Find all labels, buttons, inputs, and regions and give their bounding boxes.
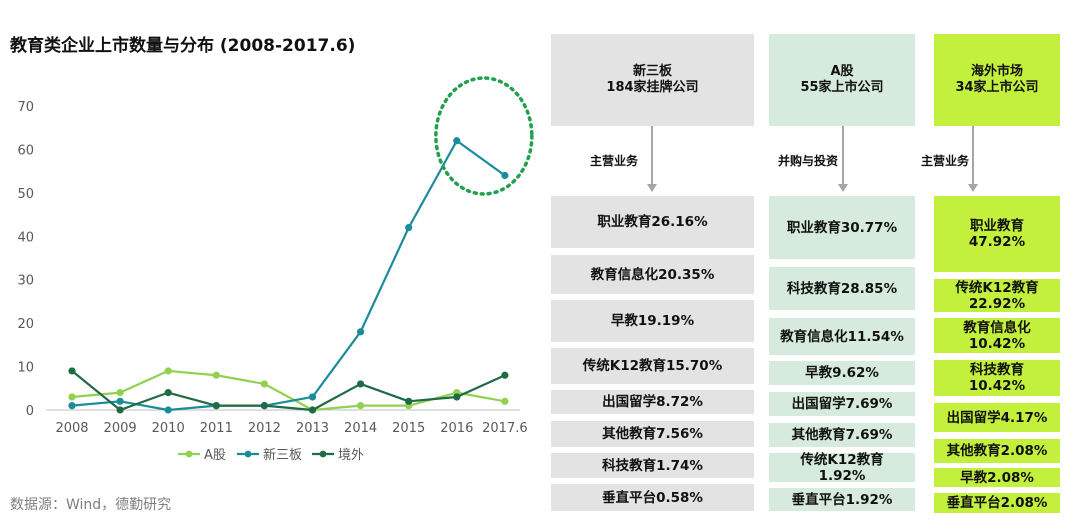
share-box: 教育信息化20.35% <box>551 255 754 294</box>
legend-label: A股 <box>204 448 226 463</box>
series-line-1 <box>71 139 506 412</box>
data-point <box>357 380 365 388</box>
data-point <box>260 380 268 388</box>
legend-marker <box>244 450 252 458</box>
column-header-title: A股 <box>830 64 854 79</box>
data-point <box>260 402 268 410</box>
y-tick-label: 10 <box>17 361 34 376</box>
data-source: 数据源：Wind，德勤研究 <box>10 497 172 513</box>
column-header-count: 34家上市公司 <box>955 80 1039 95</box>
data-point <box>116 406 124 414</box>
share-box: 传统K12教育 1.92% <box>769 452 915 484</box>
share-box: 科技教育28.85% <box>769 267 915 310</box>
connector-line <box>972 126 974 184</box>
data-point <box>357 402 365 410</box>
data-point <box>68 393 76 401</box>
data-point <box>164 389 172 397</box>
line-chart: 0 10 20 30 40 50 60 70 2008 2009 2010 2011 2012 2013 2… <box>17 76 534 463</box>
connector-line <box>842 126 844 184</box>
category-label: 主营业务 <box>921 154 970 168</box>
x-tick-label: 2008 <box>55 421 88 436</box>
share-box: 垂直平台1.92% <box>769 488 915 511</box>
data-point <box>357 328 365 336</box>
x-tick-label: 2012 <box>248 421 281 436</box>
column-header: A股 55家上市公司 <box>769 34 915 126</box>
share-box: 传统K12教育 22.92% <box>934 279 1060 312</box>
share-box: 早教19.19% <box>551 300 754 342</box>
data-point <box>212 371 220 379</box>
share-box: 科技教育1.74% <box>551 453 754 478</box>
data-point <box>116 397 124 405</box>
y-tick-label: 20 <box>17 317 34 332</box>
column-header-title: 新三板 <box>632 64 672 79</box>
x-tick-label: 2017.6 <box>482 421 528 436</box>
legend-label: 境外 <box>338 448 364 463</box>
data-point <box>164 367 172 375</box>
highlight-ellipse <box>434 76 534 196</box>
share-box: 出国留学7.69% <box>769 392 915 416</box>
y-tick-label: 60 <box>17 143 34 158</box>
share-box: 出国留学8.72% <box>551 390 754 414</box>
data-point <box>501 397 509 405</box>
share-box: 出国留学4.17% <box>934 403 1060 432</box>
data-point <box>212 402 220 410</box>
data-point <box>405 397 413 405</box>
connector-line <box>651 126 653 184</box>
data-point <box>501 371 509 379</box>
data-point <box>453 137 461 145</box>
arrow-down-icon <box>838 184 848 192</box>
share-box: 职业教育30.77% <box>769 196 915 259</box>
y-tick-label: 0 <box>26 404 34 419</box>
share-box: 科技教育 10.42% <box>934 360 1060 396</box>
legend-marker <box>319 450 327 458</box>
x-tick-label: 2015 <box>392 421 425 436</box>
x-tick-label: 2010 <box>152 421 185 436</box>
y-tick-label: 40 <box>17 230 34 245</box>
category-label: 并购与投资 <box>778 154 839 168</box>
data-point <box>453 393 461 401</box>
share-box: 教育信息化11.54% <box>769 318 915 355</box>
arrow-down-icon <box>647 184 657 192</box>
share-box: 其他教育2.08% <box>934 439 1060 463</box>
share-box: 其他教育7.56% <box>551 421 754 447</box>
y-tick-label: 50 <box>17 187 34 202</box>
share-box: 垂直平台2.08% <box>934 493 1060 513</box>
column-header-count: 55家上市公司 <box>800 80 884 95</box>
share-box: 教育信息化 10.42% <box>934 318 1060 353</box>
chart-title: 教育类企业上市数量与分布 (2008-2017.6) <box>10 36 356 56</box>
column-header: 新三板 184家挂牌公司 <box>551 34 754 126</box>
data-point <box>501 171 509 180</box>
legend-label: 新三板 <box>263 447 302 463</box>
category-label: 主营业务 <box>590 154 639 168</box>
x-tick-label: 2013 <box>296 421 329 436</box>
y-tick-label: 70 <box>17 100 34 115</box>
legend-marker <box>185 450 193 458</box>
x-tick-label: 2014 <box>344 421 377 436</box>
data-point <box>68 367 76 375</box>
share-box: 职业教育26.16% <box>551 196 754 248</box>
share-box: 早教9.62% <box>769 361 915 385</box>
data-point <box>405 224 413 232</box>
arrow-down-icon <box>968 184 978 192</box>
y-tick-label: 30 <box>17 274 34 289</box>
x-tick-label: 2011 <box>200 421 233 436</box>
share-box: 早教2.08% <box>934 468 1060 487</box>
data-point <box>308 393 317 401</box>
x-tick-label: 2016 <box>440 421 473 436</box>
data-point <box>68 402 76 410</box>
share-box: 职业教育 47.92% <box>934 196 1060 272</box>
share-box: 其他教育7.69% <box>769 423 915 447</box>
x-tick-label: 2009 <box>104 421 137 436</box>
column-header-title: 海外市场 <box>970 64 1023 79</box>
data-point <box>116 389 124 397</box>
share-box: 传统K12教育15.70% <box>551 348 754 384</box>
data-point <box>308 406 317 414</box>
column-header-count: 184家挂牌公司 <box>606 80 699 95</box>
series-line-2 <box>71 370 506 412</box>
column-header: 海外市场 34家上市公司 <box>934 34 1060 126</box>
data-point <box>164 406 172 414</box>
share-box: 垂直平台0.58% <box>551 484 754 511</box>
